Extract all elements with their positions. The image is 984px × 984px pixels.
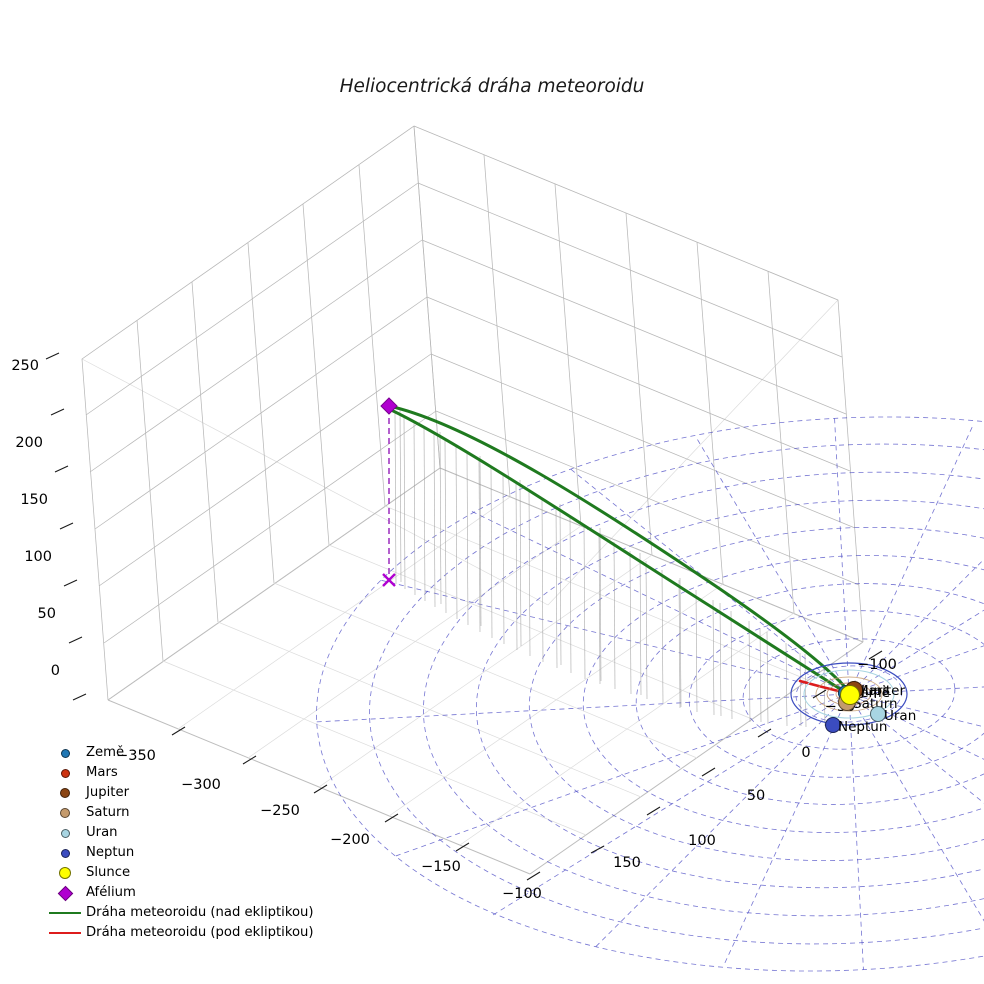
legend-item[interactable]: Slunce <box>48 862 314 882</box>
body-label-jupiter: Jupiter <box>861 683 906 699</box>
legend: Země Mars Jupiter Saturn Uran Neptun Slunce Afé… <box>48 742 314 942</box>
legend-item[interactable]: Uran <box>48 822 314 842</box>
legend-item[interactable]: Mars <box>48 762 314 782</box>
y-tick-150: 150 <box>613 855 641 871</box>
legend-line-swatch <box>48 923 82 942</box>
legend-item[interactable]: Země <box>48 742 314 762</box>
z-tick-0: 0 <box>50 663 60 679</box>
body-label-mars: Mars <box>857 683 890 699</box>
aphelion-projection-x-marker <box>382 573 396 587</box>
x-tick--100: −100 <box>502 886 542 902</box>
z-tick-100: 100 <box>24 549 52 565</box>
y-tick-100: 100 <box>688 833 716 849</box>
legend-circle-marker-icon <box>48 803 82 822</box>
body-label-neptun: Neptun <box>838 719 888 735</box>
z-tick-200: 200 <box>15 435 43 451</box>
legend-item-label: Uran <box>86 824 118 840</box>
pane-back-left <box>81 125 839 701</box>
orbit-above-ecliptic-outbound <box>387 404 848 690</box>
aphelion-diamond-marker <box>380 397 398 415</box>
legend-circle-marker-icon <box>48 823 82 842</box>
legend-item-label: Mars <box>86 764 118 780</box>
axis-ticks <box>45 352 883 881</box>
x-tick--250: −250 <box>260 803 300 819</box>
z-tick-50: 50 <box>37 606 56 622</box>
body-label-saturn: Saturn <box>853 696 898 712</box>
legend-item[interactable]: Jupiter <box>48 782 314 802</box>
legend-item-label: Dráha meteoroidu (nad ekliptikou) <box>86 904 314 920</box>
legend-item-label: Dráha meteoroidu (pod ekliptikou) <box>86 924 314 940</box>
legend-line-swatch <box>48 903 82 922</box>
x-tick--300: −300 <box>181 777 221 793</box>
chart-title-text: Heliocentrická dráha meteoroidu <box>339 76 645 97</box>
legend-item-label: Slunce <box>86 864 131 880</box>
orbit-saturn <box>815 676 883 712</box>
z-tick-150: 150 <box>20 492 48 508</box>
legend-item[interactable]: Afélium <box>48 882 314 902</box>
legend-item[interactable]: Saturn <box>48 802 314 822</box>
body-label-uran: Uran <box>884 708 917 724</box>
z-tick-250: 250 <box>11 358 39 374</box>
legend-circle-marker-icon <box>48 763 82 782</box>
legend-item[interactable]: Neptun <box>48 842 314 862</box>
legend-item-label: Saturn <box>86 804 130 820</box>
orbit-uran <box>803 669 895 719</box>
aphelion-group <box>380 397 398 587</box>
legend-circle-marker-icon <box>48 783 82 802</box>
legend-item[interactable]: Dráha meteoroidu (pod ekliptikou) <box>48 922 314 942</box>
legend-item-label: Neptun <box>86 844 135 860</box>
body-marker-neptun <box>825 717 841 733</box>
x-tick--200: −200 <box>330 832 370 848</box>
x-tick--350: −350 <box>116 748 156 764</box>
legend-item-label: Jupiter <box>86 784 129 800</box>
orbit-neptun <box>790 662 908 726</box>
legend-item-label: Afélium <box>86 884 136 900</box>
chart-title: Heliocentrická dráha meteoroidu <box>0 76 984 97</box>
legend-diamond-marker-icon <box>48 883 82 902</box>
x-tick--150: −150 <box>421 859 461 875</box>
y-tick-0: 0 <box>801 745 811 761</box>
body-marker-uran <box>870 706 886 722</box>
planet-orbits <box>790 662 908 726</box>
body-marker-slunce <box>840 685 860 705</box>
legend-circle-marker-icon <box>48 743 82 762</box>
legend-item[interactable]: Dráha meteoroidu (nad ekliptikou) <box>48 902 314 922</box>
legend-circle-marker-icon <box>48 843 82 862</box>
legend-item-label: Země <box>86 744 125 760</box>
legend-circle-marker-icon <box>48 863 82 882</box>
y-tick--100: −100 <box>857 657 897 673</box>
orbit-stem-lines <box>394 408 826 728</box>
y-tick-50: 50 <box>746 788 766 804</box>
orbit-above-ecliptic-inbound <box>387 407 850 696</box>
